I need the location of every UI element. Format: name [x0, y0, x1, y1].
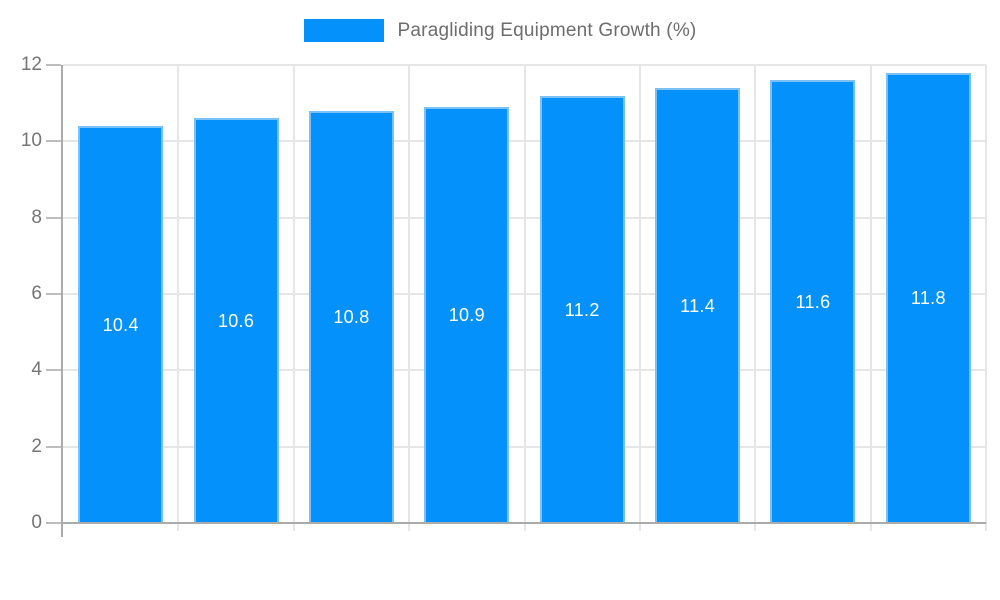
- x-gridline: [754, 65, 757, 531]
- legend-swatch: [303, 19, 384, 42]
- y-tick-label: 8: [31, 206, 42, 228]
- legend-item[interactable]: Paragliding Equipment Growth (%): [0, 19, 1000, 42]
- x-gridline: [292, 65, 295, 531]
- bar-value-label: 11.2: [564, 299, 600, 320]
- x-gridline: [177, 65, 180, 531]
- bar-value-label: 10.6: [217, 311, 255, 332]
- x-gridline: [638, 65, 641, 531]
- bar-value-label: 11.8: [910, 288, 946, 309]
- bar-value-label: 10.9: [448, 305, 485, 326]
- bar-2026-2027[interactable]: 10.6: [193, 118, 279, 523]
- bar-2028-2029[interactable]: 10.9: [424, 106, 510, 523]
- bar-value-label: 11.4: [680, 295, 716, 316]
- y-axis-line: [61, 65, 63, 537]
- bar-value-label: 10.8: [333, 307, 370, 328]
- y-tick-mark: [46, 216, 61, 219]
- bar-value-label: 11.6: [795, 292, 831, 313]
- bar-2030-2031[interactable]: 11.4: [655, 87, 741, 523]
- x-gridline: [408, 65, 411, 531]
- plot-area: 02468101210.42025-202610.62026-202710.82…: [21, 54, 987, 537]
- y-tick-label: 10: [20, 130, 42, 152]
- y-tick-mark: [46, 369, 61, 372]
- x-gridline: [985, 65, 987, 531]
- y-tick-label: 0: [31, 512, 42, 533]
- bar-2031-2032[interactable]: 11.6: [770, 80, 856, 523]
- legend-label: Paragliding Equipment Growth (%): [397, 19, 697, 41]
- x-gridline: [523, 65, 526, 531]
- y-tick-mark: [46, 64, 61, 66]
- y-tick-mark: [46, 522, 61, 524]
- bar-2032-2033[interactable]: 11.8: [885, 72, 971, 523]
- y-tick-label: 2: [31, 435, 42, 457]
- x-axis-line: [63, 522, 986, 524]
- bar-2029-2030[interactable]: 11.2: [539, 95, 625, 523]
- y-tick-mark: [46, 140, 61, 143]
- bar-value-label: 10.4: [102, 315, 139, 336]
- bar-2027-2028[interactable]: 10.8: [308, 110, 394, 523]
- x-gridline: [869, 65, 872, 531]
- y-tick-mark: [46, 445, 61, 448]
- y-tick-mark: [46, 293, 61, 295]
- bar-2025-2026[interactable]: 10.4: [78, 126, 164, 523]
- y-tick-label: 12: [20, 54, 42, 75]
- y-tick-label: 4: [31, 359, 42, 381]
- y-tick-label: 6: [31, 283, 42, 304]
